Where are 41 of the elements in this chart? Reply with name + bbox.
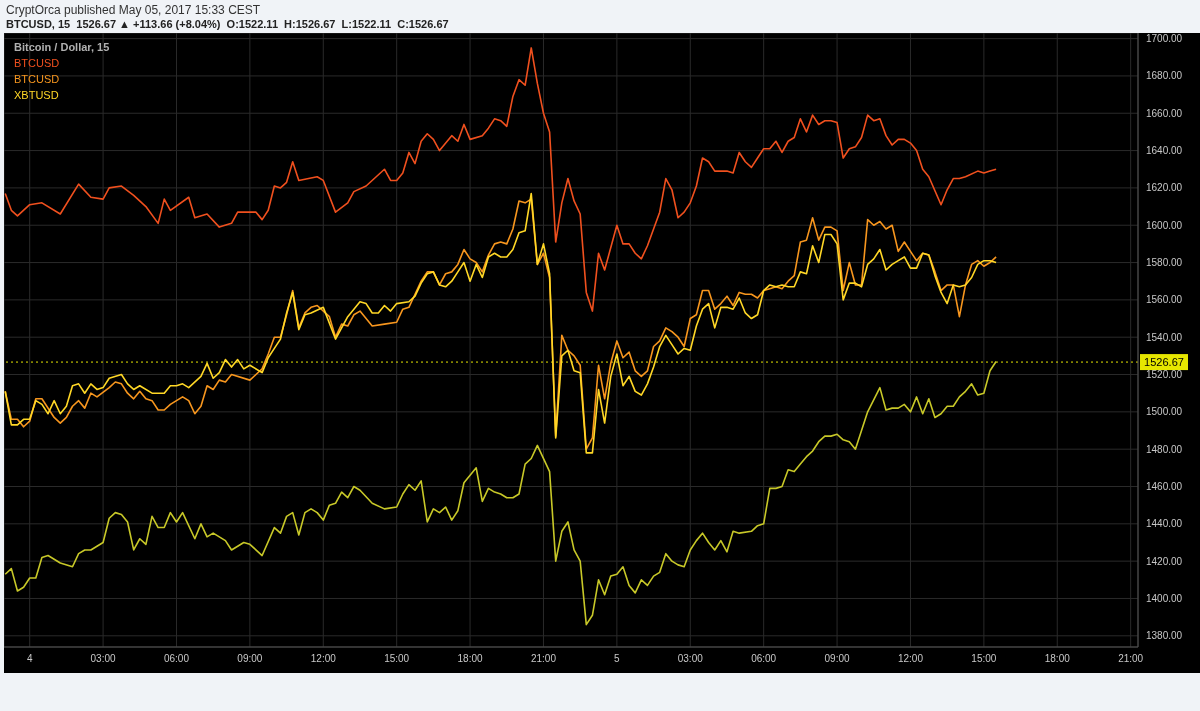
text: Bitcoin / Dollar, 15 [14,40,110,55]
x-tick-label: 03:00 [677,653,704,665]
y-tick-label: 1680.00 [1146,70,1183,82]
text: BTCUSD [14,72,61,87]
y-tick-label: 1620.00 [1146,182,1183,194]
x-tick-label: 15:00 [384,653,410,665]
x-tick-label: 12:00 [897,653,924,665]
y-tick-label: 1580.00 [1146,257,1183,269]
ref-line-label: 1526.67 [1144,356,1184,369]
x-tick-label: 21:00 [530,653,557,665]
y-tick-label: 1540.00 [1146,331,1183,343]
x-tick-label: 06:00 [163,653,190,665]
x-tick-label: 5 [614,653,621,665]
y-tick-label: 1480.00 [1146,443,1183,455]
y-tick-label: 1660.00 [1146,107,1183,119]
y-tick-label: 1400.00 [1146,593,1183,605]
y-tick-label: 1560.00 [1146,294,1183,306]
x-tick-label: 18:00 [1044,653,1071,665]
x-tick-label: 21:00 [1118,653,1144,665]
x-tick-label: 18:00 [457,653,484,665]
x-tick-label: 09:00 [237,653,263,665]
x-tick-label: 4 [26,653,33,665]
y-tick-label: 1380.00 [1146,630,1183,642]
y-tick-label: 1460.00 [1146,481,1183,493]
text: CryptOrca published May 05, 2017 15:33 CEST [6,3,261,17]
y-tick-label: 1600.00 [1146,219,1183,231]
x-tick-label: 06:00 [751,653,777,665]
x-tick-label: 09:00 [824,653,851,665]
x-tick-label: 12:00 [310,653,337,665]
x-tick-label: 03:00 [90,653,117,665]
y-tick-label: 1700.00 [1146,33,1183,45]
text: BTCUSD [14,56,61,71]
x-tick-label: 15:00 [971,653,997,665]
y-tick-label: 1640.00 [1146,145,1183,157]
line-series [4,360,997,626]
y-tick-label: 1440.00 [1146,518,1183,530]
y-tick-label: 1420.00 [1146,555,1183,567]
y-tick-label: 1500.00 [1146,406,1183,418]
text: XBTUSD [14,88,60,103]
chart-subtitle: BTCUSD, 15 1526.67 ▲ +113.66 (+8.04%) O:1522.11 H:1526.67 L:1522.11 C:1526.67 [6,18,449,30]
y-tick-label: 1520.00 [1146,369,1183,381]
